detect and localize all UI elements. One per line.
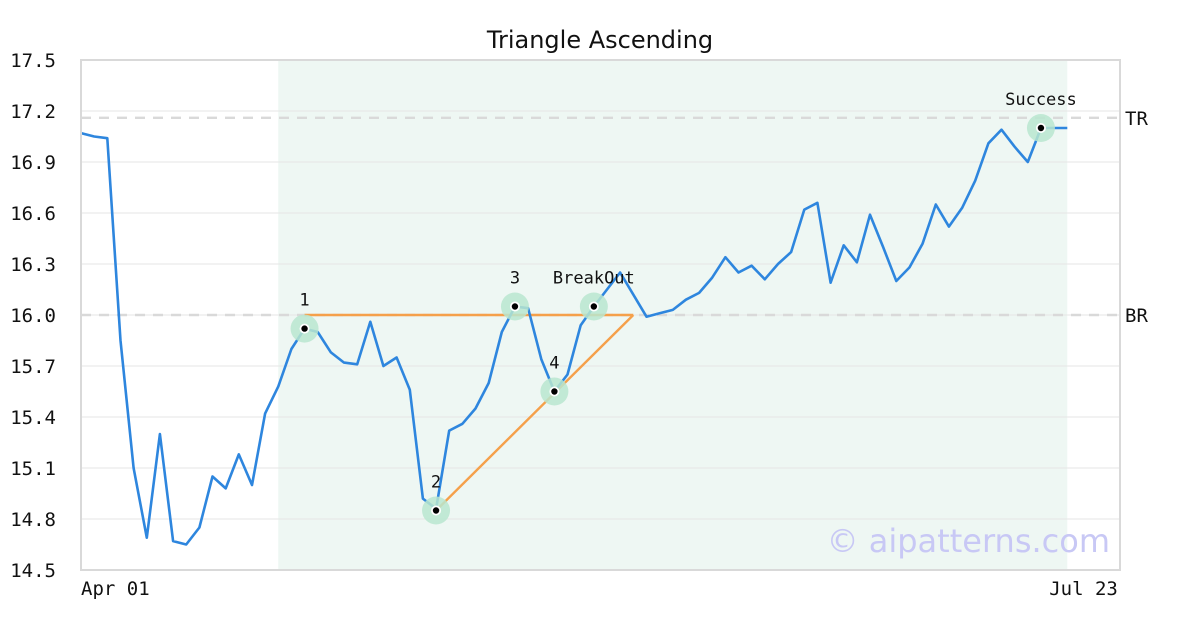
level-label: BR [1125,305,1148,327]
point-label: BreakOut [553,269,635,289]
y-tick-label: 17.2 [10,101,56,123]
levels: TR BR [81,108,1148,327]
point-dot [511,303,519,310]
plot-frame [80,59,1121,571]
x-tick-label: Apr 01 [81,578,150,600]
pattern-lines [304,313,635,512]
pattern-points: 1 2 3 4 BreakOut Success [290,90,1077,525]
point-dot [432,507,440,514]
x-axis: Apr 01 Jul 23 [81,578,1118,600]
y-tick-label: 15.4 [10,407,56,429]
y-axis: 14.5 14.8 15.1 15.4 15.7 16.0 16.3 16.6 16.9 17.2… [10,50,56,582]
triangle-line [435,314,635,512]
y-tick-label: 16.0 [10,305,56,327]
level-label: TR [1125,108,1148,130]
point-label: 2 [431,473,441,493]
point-dot [301,325,308,332]
watermark: © aipatterns.com [827,522,1110,560]
point-label: Success [1005,90,1077,110]
point-label: 3 [510,269,520,289]
y-tick-label: 16.9 [10,152,56,174]
point-dot [590,303,598,310]
y-tick-label: 16.3 [10,254,56,276]
chart-title: Triangle Ascending [486,26,713,54]
point-label: 1 [299,291,309,311]
point-dot [551,388,558,395]
y-tick-label: 14.5 [10,560,56,582]
point-dot [1037,124,1045,132]
y-tick-label: 15.7 [10,356,56,378]
y-tick-label: 15.1 [10,458,56,480]
point-label: 4 [549,354,559,374]
price-line [80,126,1068,546]
x-tick-label: Jul 23 [1049,578,1118,600]
y-tick-label: 16.6 [10,203,56,225]
y-tick-label: 17.5 [10,50,56,72]
y-tick-label: 14.8 [10,509,56,531]
